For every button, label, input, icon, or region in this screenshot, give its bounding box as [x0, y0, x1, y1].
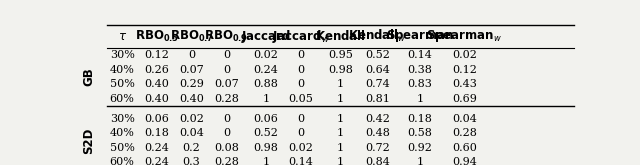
Text: 1: 1	[337, 79, 344, 89]
Text: 0.52: 0.52	[365, 50, 390, 60]
Text: 60%: 60%	[109, 157, 134, 165]
Text: 0.52: 0.52	[253, 128, 278, 138]
Text: 0.42: 0.42	[365, 114, 390, 124]
Text: 0.06: 0.06	[253, 114, 278, 124]
Text: 0: 0	[223, 65, 230, 75]
Text: 0: 0	[297, 128, 304, 138]
Text: 0.02: 0.02	[253, 50, 278, 60]
Text: 0.04: 0.04	[179, 128, 204, 138]
Text: 1: 1	[416, 94, 423, 104]
Text: 0.02: 0.02	[179, 114, 204, 124]
Text: 50%: 50%	[109, 143, 134, 153]
Text: 0: 0	[223, 50, 230, 60]
Text: $\mathbf{Kendall}_w$: $\mathbf{Kendall}_w$	[348, 28, 407, 44]
Text: 0.83: 0.83	[407, 79, 432, 89]
Text: 0.72: 0.72	[365, 143, 390, 153]
Text: 0.40: 0.40	[145, 94, 170, 104]
Text: 0.12: 0.12	[145, 50, 170, 60]
Text: 40%: 40%	[109, 128, 134, 138]
Text: $\mathbf{Jaccard}_w$: $\mathbf{Jaccard}_w$	[272, 28, 330, 45]
Text: 1: 1	[337, 143, 344, 153]
Text: 0.81: 0.81	[365, 94, 390, 104]
Text: 0.12: 0.12	[452, 65, 477, 75]
Text: GB: GB	[83, 68, 95, 86]
Text: 0.98: 0.98	[253, 143, 278, 153]
Text: 0.92: 0.92	[407, 143, 432, 153]
Text: 1: 1	[262, 94, 269, 104]
Text: 0.06: 0.06	[145, 114, 170, 124]
Text: 1: 1	[416, 157, 423, 165]
Text: 0.29: 0.29	[179, 79, 204, 89]
Text: 0.40: 0.40	[179, 94, 204, 104]
Text: 1: 1	[337, 128, 344, 138]
Text: $\mathbf{RBO_{0.7}}$: $\mathbf{RBO_{0.7}}$	[170, 29, 214, 44]
Text: 0.58: 0.58	[407, 128, 432, 138]
Text: 0.38: 0.38	[407, 65, 432, 75]
Text: 0.40: 0.40	[145, 79, 170, 89]
Text: 0.07: 0.07	[179, 65, 204, 75]
Text: 0.26: 0.26	[145, 65, 170, 75]
Text: 0: 0	[223, 114, 230, 124]
Text: 0.14: 0.14	[288, 157, 313, 165]
Text: 0: 0	[297, 65, 304, 75]
Text: $\tau$: $\tau$	[118, 30, 127, 43]
Text: 0.88: 0.88	[253, 79, 278, 89]
Text: 0.02: 0.02	[288, 143, 313, 153]
Text: 30%: 30%	[109, 114, 134, 124]
Text: 1: 1	[337, 157, 344, 165]
Text: 0.28: 0.28	[452, 128, 477, 138]
Text: 0.60: 0.60	[452, 143, 477, 153]
Text: 0.43: 0.43	[452, 79, 477, 89]
Text: 0.04: 0.04	[452, 114, 477, 124]
Text: 40%: 40%	[109, 65, 134, 75]
Text: 0.94: 0.94	[452, 157, 477, 165]
Text: 0.74: 0.74	[365, 79, 390, 89]
Text: 1: 1	[337, 94, 344, 104]
Text: $\mathbf{RBO_{0.9}}$: $\mathbf{RBO_{0.9}}$	[204, 29, 248, 44]
Text: 0: 0	[297, 79, 304, 89]
Text: 0.69: 0.69	[452, 94, 477, 104]
Text: 0.2: 0.2	[183, 143, 200, 153]
Text: 0.48: 0.48	[365, 128, 390, 138]
Text: 0.24: 0.24	[253, 65, 278, 75]
Text: S2D: S2D	[83, 127, 95, 154]
Text: $\mathbf{Kendall}$: $\mathbf{Kendall}$	[315, 29, 366, 43]
Text: 30%: 30%	[109, 50, 134, 60]
Text: 0.02: 0.02	[452, 50, 477, 60]
Text: 0.95: 0.95	[328, 50, 353, 60]
Text: 0.28: 0.28	[214, 94, 239, 104]
Text: 1: 1	[337, 114, 344, 124]
Text: 0.14: 0.14	[407, 50, 432, 60]
Text: 0.24: 0.24	[145, 143, 170, 153]
Text: 50%: 50%	[109, 79, 134, 89]
Text: 0: 0	[223, 128, 230, 138]
Text: 0: 0	[297, 114, 304, 124]
Text: 0.18: 0.18	[145, 128, 170, 138]
Text: $\mathbf{RBO_{0.5}}$: $\mathbf{RBO_{0.5}}$	[135, 29, 179, 44]
Text: 0: 0	[188, 50, 195, 60]
Text: 0: 0	[297, 50, 304, 60]
Text: 0.24: 0.24	[145, 157, 170, 165]
Text: 0.64: 0.64	[365, 65, 390, 75]
Text: 0.08: 0.08	[214, 143, 239, 153]
Text: 0.18: 0.18	[407, 114, 432, 124]
Text: 0.05: 0.05	[288, 94, 313, 104]
Text: $\mathbf{Spearman}$: $\mathbf{Spearman}$	[386, 28, 454, 44]
Text: 1: 1	[262, 157, 269, 165]
Text: 0.84: 0.84	[365, 157, 390, 165]
Text: $\mathbf{Spearman}_w$: $\mathbf{Spearman}_w$	[426, 28, 502, 44]
Text: 0.98: 0.98	[328, 65, 353, 75]
Text: 0.28: 0.28	[214, 157, 239, 165]
Text: $\mathbf{Jaccard}$: $\mathbf{Jaccard}$	[241, 28, 291, 45]
Text: 0.07: 0.07	[214, 79, 239, 89]
Text: 0.3: 0.3	[183, 157, 200, 165]
Text: 60%: 60%	[109, 94, 134, 104]
